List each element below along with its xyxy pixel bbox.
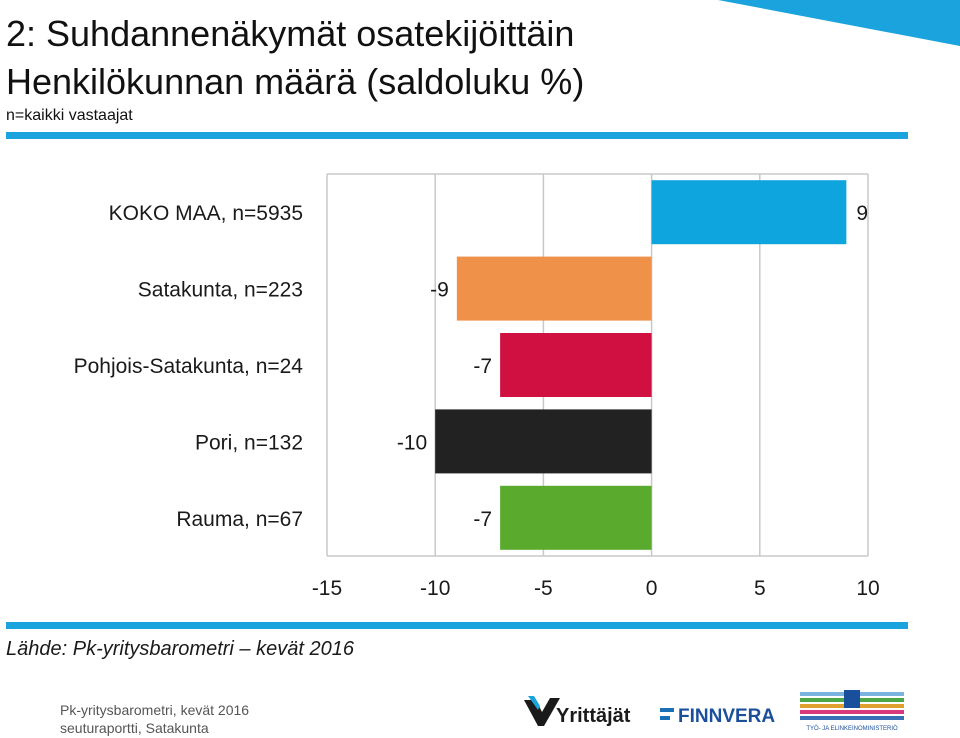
footer-report-region: seuturaportti, Satakunta	[60, 720, 209, 736]
bar-chart: KOKO MAA, n=5935 Satakunta, n=223 Pohjois-…	[74, 173, 880, 600]
category-label: Pori, n=132	[195, 431, 303, 454]
data-label: -9	[430, 279, 449, 302]
bar	[435, 409, 652, 474]
x-tick-label: -15	[312, 577, 342, 600]
data-label: 9	[856, 202, 868, 225]
category-label: Rauma, n=67	[176, 508, 303, 531]
top-divider	[6, 132, 908, 139]
bars	[435, 180, 847, 550]
ministry-logo-text: TYÖ- JA ELINKEINOMINISTERIÖ	[806, 725, 898, 732]
ministry-logo: TYÖ- JA ELINKEINOMINISTERIÖ	[800, 690, 904, 732]
bar	[500, 333, 652, 397]
finnvera-logo: FINNVERA	[660, 706, 775, 726]
value-labels: 9 -9 -7 -10 -7	[397, 202, 868, 531]
chart-title: Henkilökunnan määrä (saldoluku %)	[6, 61, 585, 102]
yrittajat-logo: Yrittäjät	[524, 696, 631, 727]
data-label: -7	[473, 355, 492, 378]
x-tick-label: 5	[754, 577, 766, 600]
source-note: Lähde: Pk-yritysbarometri – kevät 2016	[6, 638, 354, 660]
data-label: -7	[473, 508, 492, 531]
bar	[651, 180, 847, 245]
x-tick-label: -10	[420, 577, 450, 600]
x-tick-label: 10	[856, 577, 879, 600]
page-title: 2: Suhdannenäkymät osatekijöittäin	[6, 13, 575, 54]
category-label: Satakunta, n=223	[138, 279, 303, 302]
finnvera-logo-text: FINNVERA	[678, 706, 775, 726]
bar	[456, 256, 652, 321]
data-label: -10	[397, 431, 427, 454]
category-label: KOKO MAA, n=5935	[109, 202, 303, 225]
header-accent-stripe	[718, 0, 960, 46]
x-axis-tick-labels: -15 -10 -5 0 5 10	[312, 577, 880, 600]
category-label: Pohjois-Satakunta, n=24	[74, 355, 304, 378]
category-labels: KOKO MAA, n=5935 Satakunta, n=223 Pohjois-…	[74, 202, 304, 531]
bottom-divider	[6, 622, 908, 629]
chart-subtitle: n=kaikki vastaajat	[6, 107, 133, 124]
yrittajat-logo-text: Yrittäjät	[556, 705, 631, 727]
bar	[500, 485, 652, 550]
x-tick-label: 0	[646, 577, 658, 600]
x-tick-label: -5	[534, 577, 553, 600]
footer-report-name: Pk-yritysbarometri, kevät 2016	[60, 702, 250, 718]
